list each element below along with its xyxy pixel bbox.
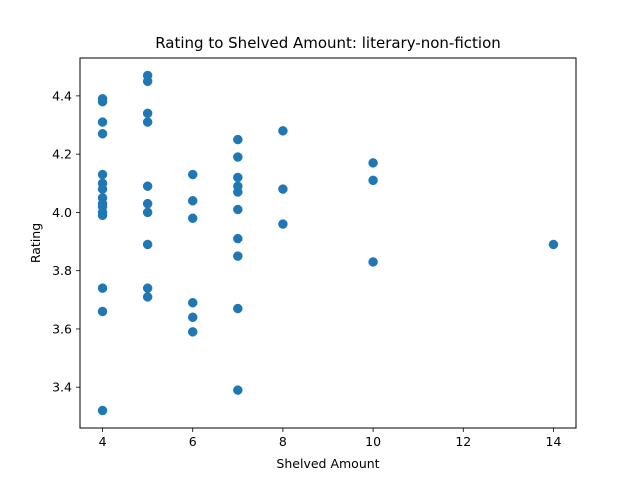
x-tick-label: 4 [99, 434, 107, 449]
data-point-4 [97, 169, 108, 180]
data-point-16 [142, 76, 153, 87]
data-point-12 [97, 283, 108, 293]
data-point-17 [142, 108, 153, 119]
plot-area [80, 58, 576, 428]
x-tick-label: 14 [546, 434, 562, 449]
data-point-46 [368, 257, 378, 267]
data-point-36 [233, 204, 243, 215]
data-point-31 [233, 134, 243, 145]
y-tick-label: 4.2 [52, 147, 72, 162]
y-tick-label: 3.4 [52, 380, 72, 395]
y-tick-label: 4.0 [52, 205, 72, 220]
y-axis-ticks: 3.4 3.6 3.8 4.0 4.2 4.4 [52, 88, 80, 395]
data-point-2 [97, 117, 108, 127]
data-point-18 [142, 117, 153, 127]
data-point-14 [97, 405, 108, 416]
data-point-20 [142, 198, 153, 209]
x-axis-ticks: 4 6 8 10 12 14 [99, 428, 562, 449]
data-point-38 [233, 251, 243, 261]
data-point-29 [187, 312, 198, 323]
data-point-30 [187, 327, 198, 337]
data-point-37 [233, 233, 243, 244]
data-point-27 [187, 213, 198, 223]
data-point-24 [142, 292, 153, 302]
data-point-39 [233, 303, 243, 314]
data-point-21 [142, 207, 153, 218]
data-point-44 [368, 158, 378, 168]
data-point-47 [548, 239, 559, 250]
data-point-42 [278, 184, 288, 194]
data-point-25 [187, 169, 198, 180]
y-tick-label: 3.6 [52, 321, 72, 336]
data-point-23 [142, 283, 153, 293]
y-tick-label: 4.4 [52, 88, 72, 103]
data-point-28 [187, 297, 198, 308]
data-point-3 [97, 129, 108, 139]
data-point-13 [97, 306, 108, 317]
data-points [97, 70, 559, 416]
data-point-11 [97, 210, 108, 221]
data-point-1 [97, 96, 108, 107]
x-tick-label: 6 [189, 434, 197, 449]
data-point-41 [278, 126, 288, 136]
x-tick-label: 8 [279, 434, 287, 449]
x-tick-label: 12 [455, 434, 471, 449]
x-axis-label: Shelved Amount [276, 456, 379, 471]
y-tick-label: 3.8 [52, 263, 72, 278]
data-point-19 [142, 181, 153, 191]
data-point-22 [142, 239, 153, 250]
x-tick-label: 10 [365, 434, 381, 449]
data-point-26 [187, 196, 198, 206]
plot-frame [79, 57, 577, 429]
data-point-6 [97, 184, 108, 194]
data-point-35 [233, 187, 243, 197]
y-axis-label: Rating [28, 223, 43, 263]
data-point-40 [233, 385, 243, 395]
data-point-43 [278, 219, 288, 229]
chart-title: Rating to Shelved Amount: literary-non-f… [155, 34, 501, 52]
data-point-33 [233, 172, 243, 183]
data-point-32 [233, 152, 243, 162]
data-point-45 [368, 175, 378, 186]
